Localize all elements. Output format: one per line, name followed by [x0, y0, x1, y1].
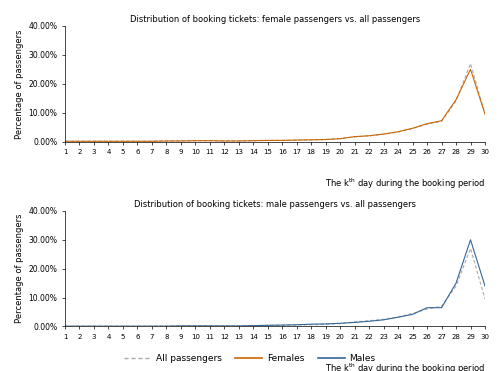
- Text: The k$^{\mathregular{th}}$ day during the booking period: The k$^{\mathregular{th}}$ day during th…: [324, 361, 485, 371]
- Title: Distribution of booking tickets: male passengers vs. all passengers: Distribution of booking tickets: male pa…: [134, 200, 416, 209]
- Y-axis label: Percentage of passengers: Percentage of passengers: [15, 29, 24, 138]
- Title: Distribution of booking tickets: female passengers vs. all passengers: Distribution of booking tickets: female …: [130, 15, 420, 24]
- Text: The k$^{\mathregular{th}}$ day during the booking period: The k$^{\mathregular{th}}$ day during th…: [324, 176, 485, 191]
- Legend: All passengers, Females, Males: All passengers, Females, Males: [121, 350, 379, 367]
- Y-axis label: Percentage of passengers: Percentage of passengers: [15, 214, 24, 324]
